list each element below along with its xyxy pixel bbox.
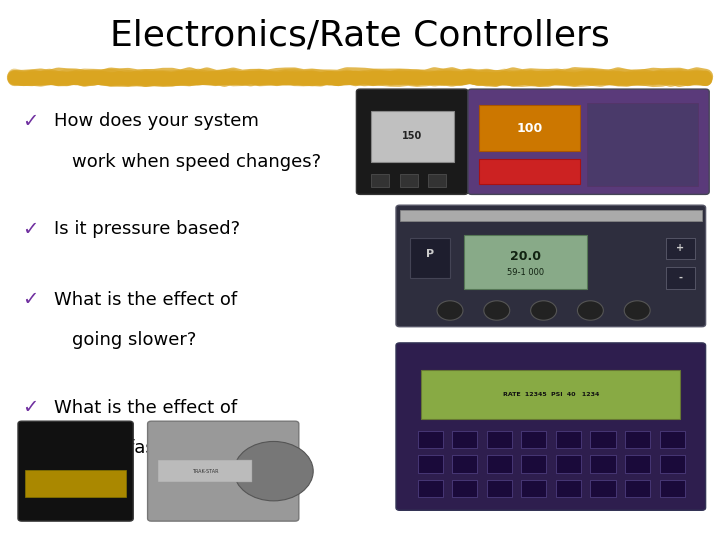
Text: 150: 150 xyxy=(402,131,423,141)
FancyBboxPatch shape xyxy=(148,421,299,521)
FancyBboxPatch shape xyxy=(396,205,706,327)
Text: ✓: ✓ xyxy=(22,220,38,239)
Text: ✓: ✓ xyxy=(22,290,38,309)
Text: How does your system: How does your system xyxy=(54,112,259,131)
Bar xyxy=(421,370,680,418)
Bar xyxy=(418,431,443,448)
Circle shape xyxy=(577,301,603,320)
Bar xyxy=(625,431,650,448)
Bar xyxy=(660,455,685,472)
Bar xyxy=(487,455,512,472)
Text: Electronics/Rate Controllers: Electronics/Rate Controllers xyxy=(110,18,610,52)
Text: TRAK-STAR: TRAK-STAR xyxy=(192,469,218,474)
Bar xyxy=(25,470,126,497)
Bar xyxy=(418,480,443,497)
Bar xyxy=(371,174,389,187)
Bar xyxy=(452,480,477,497)
Bar xyxy=(590,455,616,472)
Circle shape xyxy=(531,301,557,320)
Bar xyxy=(556,431,581,448)
Bar xyxy=(666,238,695,259)
Bar xyxy=(660,431,685,448)
Circle shape xyxy=(624,301,650,320)
Text: 59-1 000: 59-1 000 xyxy=(507,268,544,277)
Bar xyxy=(590,431,616,448)
Bar xyxy=(400,210,702,221)
Text: -: - xyxy=(678,273,683,283)
Bar xyxy=(371,111,454,162)
Bar xyxy=(521,480,546,497)
Bar xyxy=(666,267,695,289)
Text: 20.0: 20.0 xyxy=(510,250,541,263)
Text: What is the effect of: What is the effect of xyxy=(54,399,237,417)
Bar xyxy=(479,105,580,151)
Bar xyxy=(521,431,546,448)
Text: RATE  12345  PSI  40   1234: RATE 12345 PSI 40 1234 xyxy=(503,392,599,397)
Text: ✓: ✓ xyxy=(22,398,38,417)
Bar xyxy=(487,480,512,497)
Bar xyxy=(410,238,450,278)
Text: P: P xyxy=(426,249,434,259)
Bar xyxy=(479,159,580,184)
Bar xyxy=(625,480,650,497)
Text: ✓: ✓ xyxy=(22,112,38,131)
Text: going faster?: going faster? xyxy=(72,439,190,457)
Bar xyxy=(556,455,581,472)
Bar xyxy=(590,480,616,497)
Bar xyxy=(428,174,446,187)
Text: +: + xyxy=(676,244,685,253)
Bar xyxy=(418,455,443,472)
Text: Is it pressure based?: Is it pressure based? xyxy=(54,220,240,239)
Bar xyxy=(487,431,512,448)
Bar xyxy=(158,460,252,482)
FancyBboxPatch shape xyxy=(468,89,709,194)
Bar xyxy=(464,235,587,289)
Text: work when speed changes?: work when speed changes? xyxy=(72,153,321,171)
Bar xyxy=(452,431,477,448)
Bar xyxy=(587,103,698,186)
Bar xyxy=(556,480,581,497)
Text: What is the effect of: What is the effect of xyxy=(54,291,237,309)
Circle shape xyxy=(437,301,463,320)
Circle shape xyxy=(234,442,313,501)
Circle shape xyxy=(484,301,510,320)
FancyBboxPatch shape xyxy=(356,89,468,194)
Bar xyxy=(660,480,685,497)
Bar xyxy=(400,174,418,187)
Text: 100: 100 xyxy=(516,122,542,135)
Text: going slower?: going slower? xyxy=(72,331,197,349)
FancyBboxPatch shape xyxy=(396,343,706,510)
FancyBboxPatch shape xyxy=(18,421,133,521)
Bar xyxy=(625,455,650,472)
Bar xyxy=(452,455,477,472)
Bar xyxy=(521,455,546,472)
